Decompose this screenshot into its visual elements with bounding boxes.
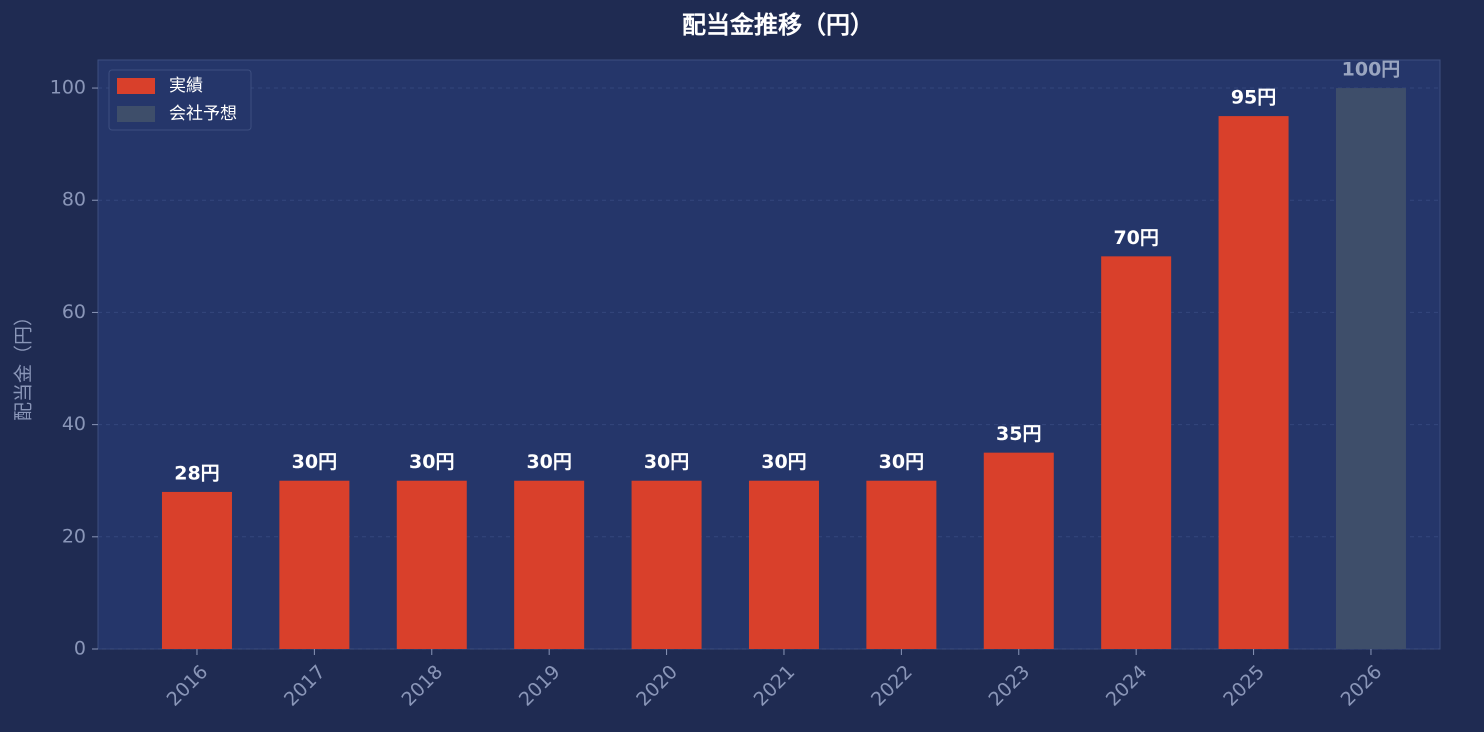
legend-label: 会社予想	[169, 104, 237, 124]
bar	[396, 480, 467, 649]
bar	[983, 452, 1054, 649]
value-label: 30円	[292, 451, 337, 473]
legend-swatch	[117, 78, 155, 94]
legend-label: 実績	[169, 76, 203, 96]
bar	[161, 491, 232, 649]
value-label: 30円	[761, 451, 806, 473]
y-tick-label: 80	[62, 189, 86, 211]
bar	[1335, 88, 1406, 650]
bar	[279, 480, 350, 649]
value-label: 30円	[879, 451, 924, 473]
value-label: 30円	[644, 451, 689, 473]
value-label: 35円	[996, 423, 1041, 445]
bar	[631, 480, 702, 649]
chart-title: 配当金推移（円）	[682, 11, 874, 39]
value-label: 95円	[1231, 87, 1276, 109]
bar	[1218, 116, 1289, 650]
value-label: 28円	[174, 462, 219, 484]
bar	[748, 480, 819, 649]
bar	[514, 480, 585, 649]
value-label: 100円	[1342, 59, 1401, 81]
y-tick-label: 20	[62, 525, 86, 547]
y-tick-label: 0	[74, 638, 86, 660]
bar	[1101, 256, 1172, 649]
value-label: 30円	[526, 451, 571, 473]
y-tick-label: 40	[62, 413, 86, 435]
value-label: 30円	[409, 451, 454, 473]
y-tick-label: 100	[50, 77, 86, 99]
bar	[866, 480, 937, 649]
y-tick-label: 60	[62, 301, 86, 323]
legend-swatch	[117, 106, 155, 122]
value-label: 70円	[1113, 227, 1158, 249]
y-axis-label: 配当金（円）	[13, 307, 35, 421]
